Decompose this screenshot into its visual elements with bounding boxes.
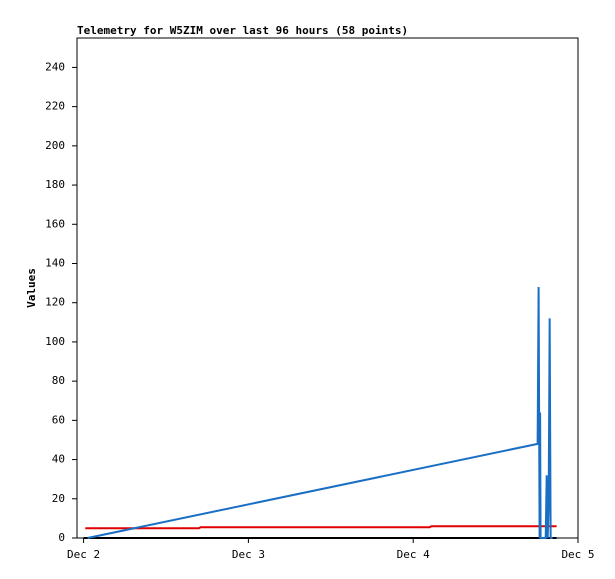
plot-frame: [76, 37, 579, 539]
chart-title: Telemetry for W5ZIM over last 96 hours (…: [77, 24, 408, 37]
y-tick-label: 100: [45, 335, 65, 348]
y-tick-label: 60: [52, 413, 65, 426]
x-tick-label: Dec 2: [67, 548, 100, 561]
y-tick-label: 220: [45, 100, 65, 113]
y-tick-label: 180: [45, 178, 65, 191]
x-tick-label: Dec 5: [561, 548, 594, 561]
y-tick-label: 20: [52, 492, 65, 505]
y-tick-label: 40: [52, 453, 65, 466]
y-tick-label: 120: [45, 296, 65, 309]
y-axis-label: Values: [25, 268, 38, 308]
y-tick-label: 140: [45, 256, 65, 269]
y-tick-label: 240: [45, 60, 65, 73]
y-tick-label: 80: [52, 374, 65, 387]
y-tick-label: 200: [45, 139, 65, 152]
x-tick-label: Dec 3: [232, 548, 265, 561]
y-tick-label: 0: [58, 531, 65, 544]
series-line: [87, 287, 553, 539]
series-line: [85, 525, 557, 530]
x-tick-label: Dec 4: [397, 548, 430, 561]
y-tick-label: 160: [45, 217, 65, 230]
